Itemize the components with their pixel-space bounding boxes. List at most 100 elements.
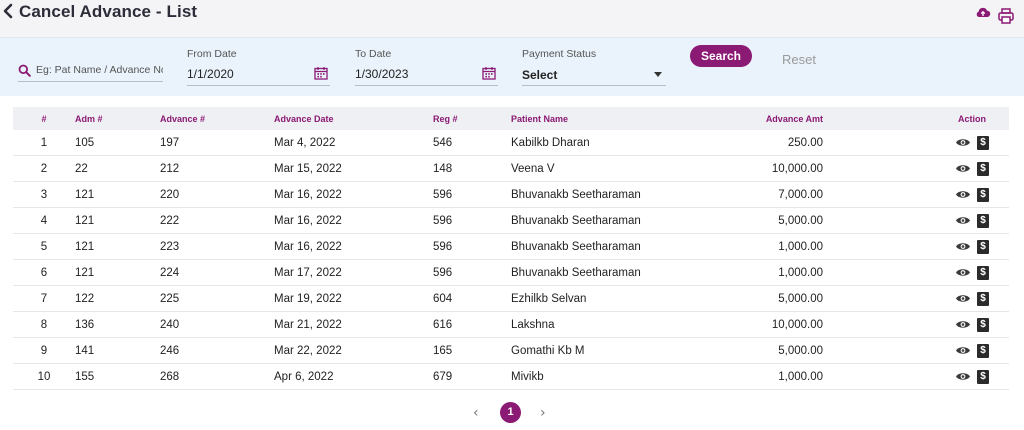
dollar-icon[interactable]: $ [977, 213, 989, 228]
table-cell: 4 [13, 207, 75, 234]
table-cell: 223 [160, 233, 274, 260]
to-date-label: To Date [355, 48, 392, 60]
table-cell: 596 [433, 233, 511, 260]
from-date-label: From Date [187, 48, 237, 60]
action-cell: $ [935, 207, 1009, 234]
table-cell: 105 [75, 130, 160, 156]
payment-status-select[interactable]: Select [522, 64, 666, 86]
table-cell: 604 [433, 285, 511, 312]
column-header: Advance Amt [721, 107, 935, 130]
table-cell: Bhuvanakb Seetharaman [511, 233, 721, 260]
printer-icon[interactable] [997, 7, 1015, 25]
eye-icon[interactable] [955, 267, 971, 278]
table-cell: 122 [75, 285, 160, 312]
back-chevron-icon[interactable] [2, 3, 16, 21]
column-header: Reg # [433, 107, 511, 130]
table-cell: 7 [13, 285, 75, 312]
table-cell: 1 [13, 130, 75, 156]
table-cell: 6 [13, 259, 75, 286]
action-cell: $ [935, 259, 1009, 286]
table-cell: 2 [13, 155, 75, 182]
table-cell: 22 [75, 155, 160, 182]
table-cell: 250.00 [721, 130, 935, 156]
previous-page-button[interactable]: ‹ [473, 405, 479, 421]
table-cell: 121 [75, 207, 160, 234]
action-cell: $ [935, 130, 1009, 156]
table-cell: 8 [13, 311, 75, 338]
payment-status-value: Select [522, 68, 558, 82]
eye-icon[interactable] [955, 215, 971, 226]
table-cell: 197 [160, 130, 274, 156]
eye-icon[interactable] [955, 163, 971, 174]
column-header: Patient Name [511, 107, 721, 130]
eye-icon[interactable] [955, 345, 971, 356]
table-row: 9 141 246 Mar 22, 2022 165 Gomathi Kb M 5,000.… [13, 337, 1009, 364]
search-icon [18, 64, 31, 77]
table-header-row: # Adm # Advance # Advance Date Reg # Pat… [13, 107, 1009, 130]
table-cell: 5 [13, 233, 75, 260]
column-header: Advance # [160, 107, 274, 130]
table-row: 3 121 220 Mar 16, 2022 596 Bhuvanakb Seethara… [13, 181, 1009, 208]
table-cell: 596 [433, 207, 511, 234]
dollar-icon[interactable]: $ [977, 187, 989, 202]
next-page-button[interactable]: › [540, 405, 546, 421]
table-row: 10 155 268 Apr 6, 2022 679 Mivikb 1,000.00 $ [13, 363, 1009, 390]
table-cell: Gomathi Kb M [511, 337, 721, 364]
table-cell: 155 [75, 363, 160, 390]
dollar-icon[interactable]: $ [977, 369, 989, 384]
table-cell: 596 [433, 181, 511, 208]
table-cell: 246 [160, 337, 274, 364]
search-input[interactable] [36, 61, 163, 79]
dollar-icon[interactable]: $ [977, 343, 989, 358]
table-cell: Bhuvanakb Seetharaman [511, 181, 721, 208]
results-card: # Adm # Advance # Advance Date Reg # Pat… [0, 96, 1024, 430]
dollar-icon[interactable]: $ [977, 317, 989, 332]
reset-button[interactable]: Reset [782, 52, 816, 67]
to-date-field[interactable]: 1/30/2023 [355, 63, 498, 86]
table-cell: 1,000.00 [721, 363, 935, 390]
table-cell: 136 [75, 311, 160, 338]
table-cell: 165 [433, 337, 511, 364]
table-cell: 225 [160, 285, 274, 312]
eye-icon[interactable] [955, 319, 971, 330]
eye-icon[interactable] [955, 241, 971, 252]
current-page[interactable]: 1 [500, 402, 521, 423]
calendar-icon[interactable] [314, 66, 328, 80]
search-field[interactable] [18, 61, 163, 82]
column-header: Advance Date [274, 107, 433, 130]
table-cell: Kabilkb Dharan [511, 130, 721, 156]
dollar-icon[interactable]: $ [977, 239, 989, 254]
column-header: Adm # [75, 107, 160, 130]
dollar-icon[interactable]: $ [977, 161, 989, 176]
calendar-icon[interactable] [482, 66, 496, 80]
from-date-field[interactable]: 1/1/2020 [187, 63, 330, 86]
table-cell: 5,000.00 [721, 285, 935, 312]
table-cell: Apr 6, 2022 [274, 363, 433, 390]
table-cell: 616 [433, 311, 511, 338]
dollar-icon[interactable]: $ [977, 291, 989, 306]
eye-icon[interactable] [955, 189, 971, 200]
column-header: Action [935, 107, 1009, 130]
table-cell: 141 [75, 337, 160, 364]
table-cell: Mivikb [511, 363, 721, 390]
table-cell: 121 [75, 181, 160, 208]
eye-icon[interactable] [955, 137, 971, 148]
table-cell: Mar 21, 2022 [274, 311, 433, 338]
dollar-icon[interactable]: $ [977, 265, 989, 280]
search-button[interactable]: Search [690, 45, 752, 67]
table-cell: Veena V [511, 155, 721, 182]
action-cell: $ [935, 337, 1009, 364]
table-cell: Mar 16, 2022 [274, 207, 433, 234]
cloud-upload-icon[interactable] [975, 5, 991, 21]
action-cell: $ [935, 155, 1009, 182]
table-cell: 10,000.00 [721, 155, 935, 182]
dollar-icon[interactable]: $ [977, 135, 989, 150]
table-cell: 9 [13, 337, 75, 364]
to-date-value: 1/30/2023 [355, 67, 409, 81]
table-cell: 5,000.00 [721, 337, 935, 364]
eye-icon[interactable] [955, 293, 971, 304]
table-row: 6 121 224 Mar 17, 2022 596 Bhuvanakb Seethara… [13, 259, 1009, 286]
action-cell: $ [935, 233, 1009, 260]
table-cell: 224 [160, 259, 274, 286]
eye-icon[interactable] [955, 371, 971, 382]
